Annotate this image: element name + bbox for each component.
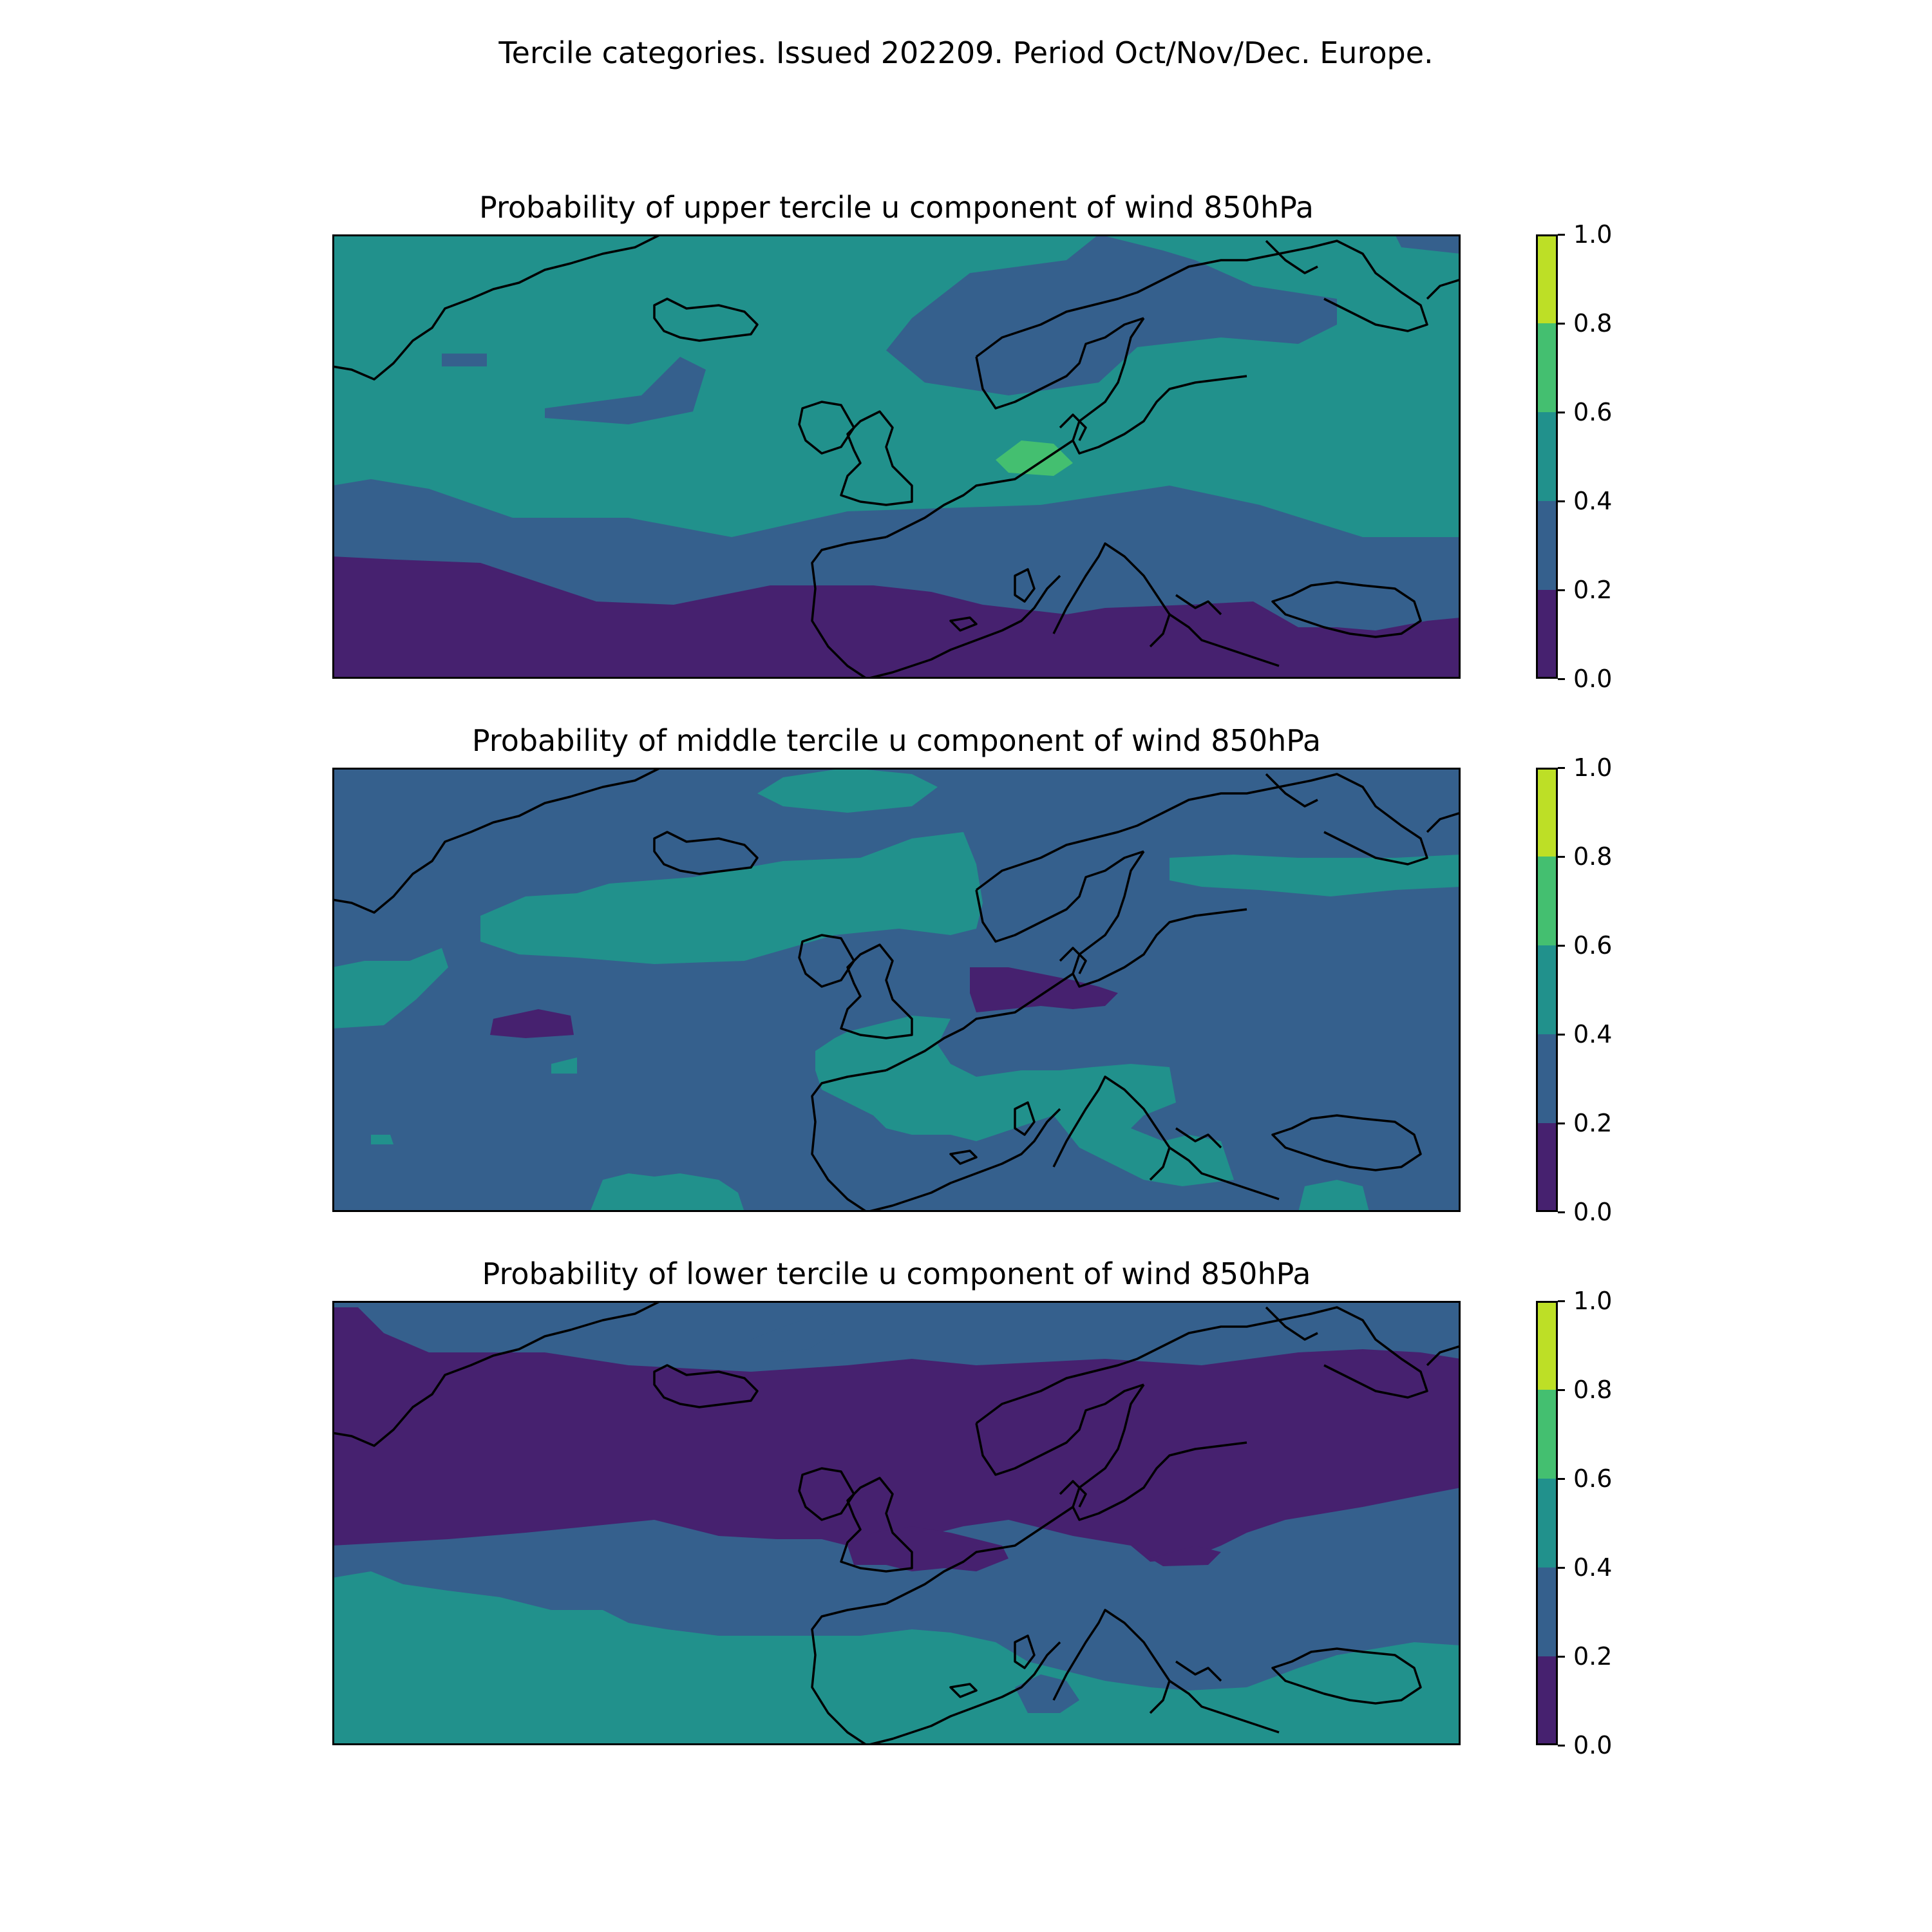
panel-title: Probability of upper tercile u component… (479, 190, 1314, 225)
field-0.4-0.6 (1298, 1180, 1369, 1212)
colorbar-frame (1536, 234, 1558, 679)
colorbar-tick-label: 0.4 (1573, 1020, 1613, 1048)
colorbar-frame (1536, 768, 1558, 1212)
colorbar-band-0.6-0.8 (1536, 1390, 1558, 1479)
panel-title: Probability of middle tercile u componen… (471, 723, 1321, 758)
colorbar-band-0.0-0.2 (1536, 590, 1558, 679)
colorbar-tick-label: 0.8 (1573, 309, 1613, 337)
colorbar-band-0.8-1.0 (1536, 234, 1558, 323)
field-0.4-0.6 (1170, 855, 1461, 896)
field-0.6-0.8 (996, 440, 1073, 476)
colorbar-tick-label: 0.6 (1573, 931, 1613, 960)
colorbar-band-0.2-0.4 (1536, 1034, 1558, 1123)
field-0.2-0.4 (751, 1314, 835, 1352)
map-frame (332, 234, 1461, 679)
field-0.0-0.2 (332, 1307, 1461, 1562)
colorbar-band-0.4-0.6 (1536, 1479, 1558, 1567)
colorbar-tick-label: 0.0 (1573, 1198, 1613, 1226)
field-0.2-0.4 (442, 354, 487, 366)
field-0.2-0.4 (1015, 1674, 1079, 1713)
colorbar-band-0.8-1.0 (1536, 768, 1558, 857)
probability-map-upper (332, 234, 1461, 679)
colorbar-band-0.2-0.4 (1536, 501, 1558, 590)
map-frame (332, 768, 1461, 1212)
colorbar-band-0.6-0.8 (1536, 323, 1558, 412)
colorbar (1536, 768, 1558, 1212)
field-0.4-0.6 (332, 1571, 1461, 1745)
field-0.0-0.2 (970, 967, 1118, 1012)
colorbar-tick-label: 0.2 (1573, 576, 1613, 604)
colorbar-tick-label: 0.2 (1573, 1109, 1613, 1137)
colorbar-band-0.8-1.0 (1536, 1301, 1558, 1390)
colorbar-tick-label: 0.6 (1573, 398, 1613, 426)
colorbar-tick-label: 0.8 (1573, 842, 1613, 871)
colorbar-frame (1536, 1301, 1558, 1745)
field-0.4-0.6 (371, 1135, 393, 1144)
colorbar-tick-label: 0.0 (1573, 665, 1613, 693)
field-0.4-0.6 (332, 948, 448, 1028)
probability-map-lower (332, 1301, 1461, 1745)
colorbar-band-0.4-0.6 (1536, 412, 1558, 501)
field-0.4-0.6 (551, 1057, 577, 1074)
figure-title: Tercile categories. Issued 202209. Perio… (498, 35, 1434, 70)
coastlines (332, 1301, 1461, 1745)
field-0.4-0.6 (757, 768, 938, 813)
colorbar-tick-label: 1.0 (1573, 1287, 1613, 1315)
coastlines (332, 234, 1461, 679)
map-frame (332, 1301, 1461, 1745)
colorbar-band-0.6-0.8 (1536, 857, 1558, 945)
field-0.0-0.2 (848, 1526, 1009, 1571)
colorbar-band-0.0-0.2 (1536, 1123, 1558, 1212)
panel-title: Probability of lower tercile u component… (482, 1256, 1311, 1291)
colorbar (1536, 1301, 1558, 1745)
coastlines (332, 768, 1461, 1212)
colorbar-tick-label: 1.0 (1573, 753, 1613, 782)
field-0.4-0.6 (815, 1016, 1234, 1186)
field-0.0-0.2 (1150, 1546, 1221, 1566)
colorbar-tick-label: 0.8 (1573, 1376, 1613, 1404)
colorbar-tick-label: 0.4 (1573, 1553, 1613, 1582)
field-0.2-0.4 (332, 768, 1461, 1212)
colorbar-tick-label: 0.4 (1573, 487, 1613, 515)
field-0.2-0.4 (583, 234, 1337, 395)
field-0.0-0.2 (332, 556, 1461, 679)
probability-map-middle (332, 768, 1461, 1212)
field-0.4-0.6 (590, 1173, 744, 1212)
field-0.2-0.4 (1395, 234, 1461, 254)
colorbar (1536, 234, 1558, 679)
colorbar-tick-label: 1.0 (1573, 220, 1613, 249)
colorbar-band-0.0-0.2 (1536, 1656, 1558, 1745)
colorbar-band-0.4-0.6 (1536, 945, 1558, 1034)
colorbar-band-0.2-0.4 (1536, 1567, 1558, 1656)
colorbar-tick-label: 0.0 (1573, 1731, 1613, 1759)
colorbar-tick-label: 0.6 (1573, 1464, 1613, 1493)
field-0.0-0.2 (490, 1009, 574, 1038)
colorbar-tick-label: 0.2 (1573, 1642, 1613, 1671)
field-0.2-0.4 (545, 357, 706, 424)
field-0.4-0.6 (480, 832, 983, 964)
